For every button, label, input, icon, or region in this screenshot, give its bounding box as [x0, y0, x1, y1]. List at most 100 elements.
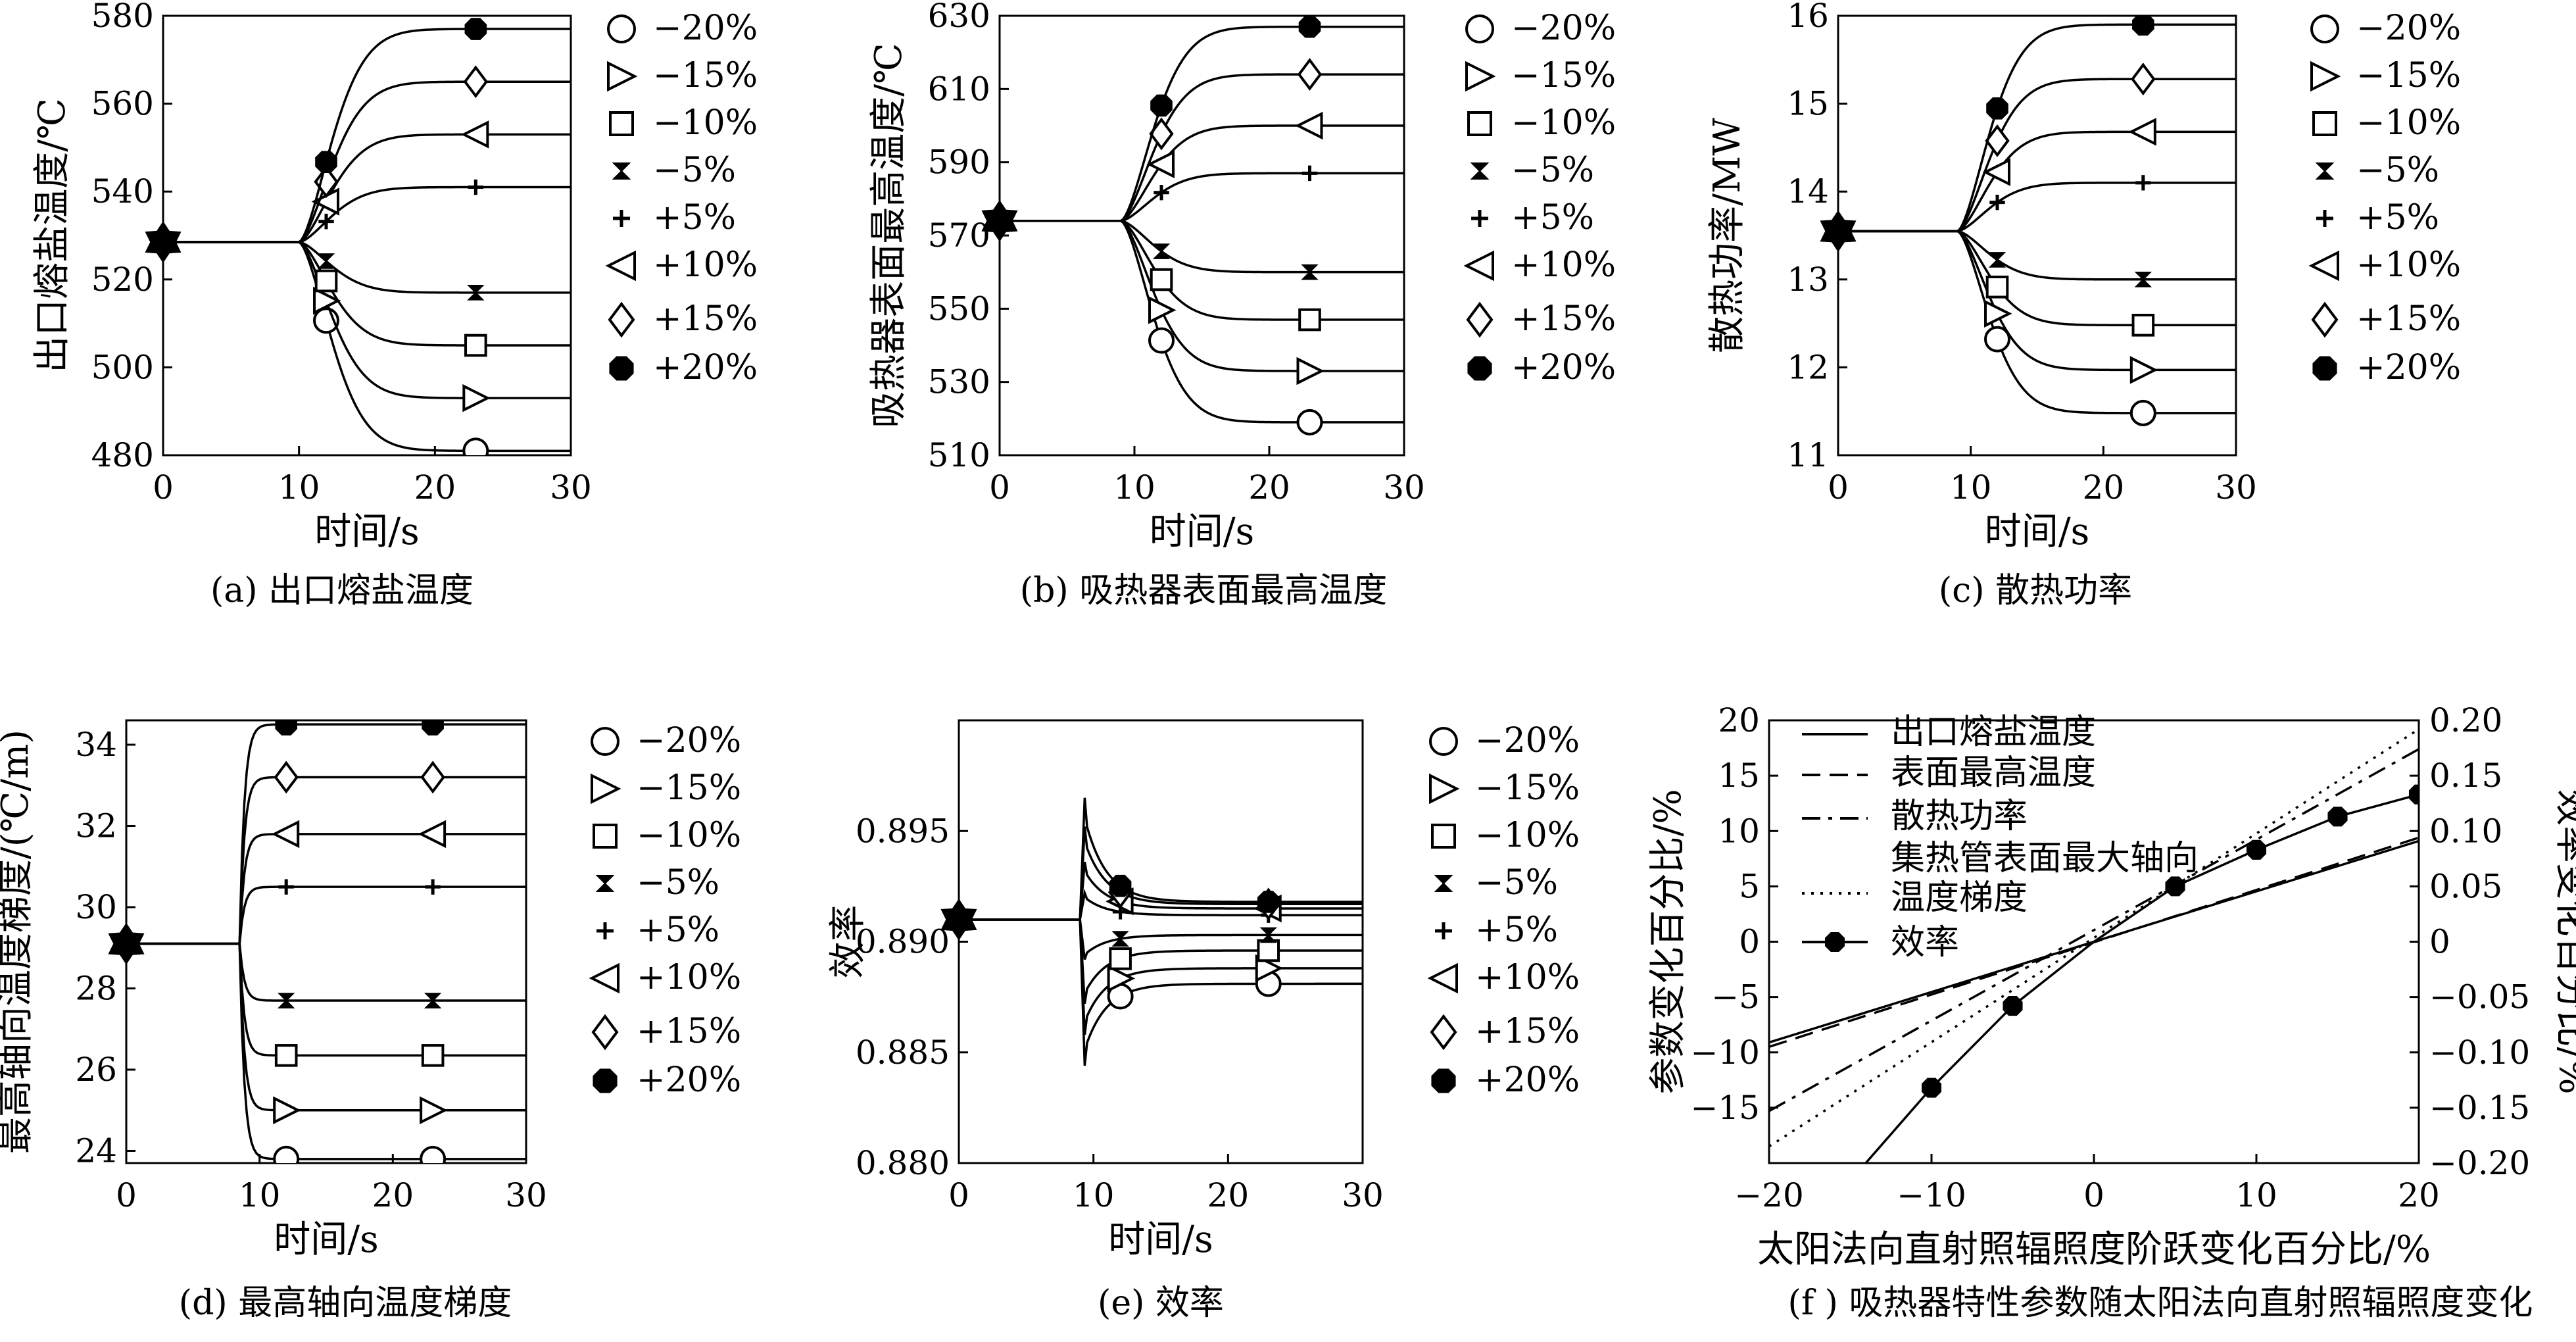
series-line [163, 80, 571, 243]
x-tick-label: 0 [116, 1176, 137, 1214]
legend-label: −20% [2356, 9, 2461, 48]
bowtie-icon [1988, 252, 2006, 268]
triangle-right-icon [1296, 357, 1324, 385]
legend-label: −20% [637, 721, 741, 760]
initial-point-marker [108, 922, 145, 965]
y-tick-label: 630 [928, 0, 990, 35]
diamond-icon [1297, 58, 1323, 91]
y2-tick-label: −0.05 [2429, 978, 2530, 1016]
diamond-icon [314, 165, 339, 199]
triangle-right-icon [607, 61, 638, 92]
octagon-filled-icon [2246, 839, 2267, 860]
y-tick-label: 500 [91, 348, 154, 386]
y-tick-label: 0.890 [856, 923, 950, 961]
triangle-left-icon [589, 962, 620, 994]
x-tick-label: 30 [2215, 468, 2257, 507]
plus-icon [1154, 185, 1169, 201]
legend-label: 表面最高温度 [1891, 753, 2096, 793]
legend-label: −5% [1511, 151, 1594, 190]
bowtie-icon [277, 993, 295, 1008]
y-tick-label: 32 [75, 807, 117, 845]
x-axis-label: 时间/s [1985, 510, 2090, 553]
panel-caption: (e) 效率 [1098, 1283, 1224, 1323]
x-tick-label: 10 [239, 1176, 281, 1214]
bowtie-icon [1470, 162, 1490, 180]
legend-label: +10% [637, 958, 741, 997]
triangle-right-icon [420, 1096, 448, 1124]
legend-label: −5% [1475, 863, 1558, 903]
diamond-icon [1985, 124, 2010, 157]
panel-f: −20 −10 0 10 20−15−10−505101520−0.20−0.15−0.… [1647, 701, 2576, 1323]
y2-tick-label: 0.20 [2429, 701, 2502, 739]
triangle-left-icon [2128, 118, 2156, 146]
square-icon [2312, 111, 2337, 136]
series-line [126, 885, 526, 945]
series-line [163, 28, 571, 243]
y2-axis-label: 效率变化百分比/% [2551, 789, 2576, 1094]
plus-icon [2316, 210, 2333, 227]
legend-label: +20% [2356, 348, 2461, 387]
legend-label: +15% [1511, 299, 1616, 339]
square-icon [464, 334, 487, 357]
series-line [1838, 23, 2236, 233]
bowtie-icon [1259, 927, 1277, 943]
octagon-filled-icon [2003, 996, 2023, 1016]
legend-label: 出口熔盐温度 [1891, 712, 2096, 752]
bowtie-icon [317, 253, 335, 269]
octagon-filled-icon [275, 720, 297, 735]
octagon-filled-icon [464, 18, 487, 40]
bowtie-icon [1111, 931, 1129, 947]
series-line [959, 862, 1363, 921]
series-line [126, 776, 526, 945]
diamond-icon [274, 760, 299, 794]
panel-caption: (d) 最高轴向温度梯度 [179, 1283, 512, 1323]
series-line [1000, 219, 1404, 321]
plus-icon [596, 922, 614, 939]
legend-label: −20% [653, 9, 758, 48]
curves [163, 18, 571, 455]
plot-frame [958, 719, 1364, 1164]
series-line [163, 241, 571, 453]
bowtie-icon [467, 285, 485, 301]
y-tick-label: 12 [1787, 348, 1829, 386]
panel-caption: (f ) 吸热器特性参数随太阳法向直射照辐照度变化 [1788, 1283, 2533, 1323]
series-line [1000, 219, 1404, 424]
x-tick-label: 30 [550, 468, 592, 507]
x-tick-label: 0 [1828, 468, 1849, 507]
y-axis-label: 最高轴向温度梯度/(℃/m) [0, 730, 37, 1154]
series-line [1838, 230, 2236, 372]
circle-icon [2310, 14, 2339, 43]
series-line [163, 133, 571, 243]
octagon-filled-icon [1257, 891, 1280, 913]
legend-label: −10% [653, 103, 758, 143]
triangle-left-icon [271, 820, 300, 849]
y-tick-label: 28 [75, 970, 117, 1008]
y-tick-label: 15 [1718, 757, 1760, 795]
legend-label: −15% [1475, 768, 1580, 808]
legend-label: +10% [2356, 245, 2461, 285]
series-line [1838, 230, 2236, 327]
octagon-filled-icon [2327, 807, 2348, 827]
x-tick-label: 0 [153, 468, 174, 507]
y-axis-label: 效率 [827, 905, 869, 979]
y-tick-label: 26 [75, 1051, 117, 1089]
panel-caption: (a) 出口熔盐温度 [210, 571, 474, 610]
panel-b: 0 10 20 30 510 530 550 570 590 610 630 时间/s 吸热器表面最高温… [867, 0, 1616, 610]
legend-label: +15% [637, 1012, 741, 1051]
legend-label: +15% [2356, 299, 2461, 339]
diamond-icon [2311, 301, 2339, 338]
octagon-filled-icon [315, 151, 337, 174]
legend-label: −5% [637, 863, 719, 903]
legend-label: +10% [1475, 958, 1580, 997]
plus-icon [1989, 194, 2005, 211]
y-axis-label: 参数变化百分比/% [1647, 789, 1689, 1094]
curves [1838, 16, 2236, 426]
square-icon [609, 111, 634, 136]
legend-label: −20% [1475, 721, 1580, 760]
y-tick-label: 14 [1787, 172, 1829, 211]
y2-tick-label: 0.10 [2429, 812, 2502, 850]
square-icon [274, 1044, 298, 1067]
x-tick-label: 20 [1207, 1176, 1250, 1214]
x-axis-label: 时间/s [1150, 510, 1255, 553]
